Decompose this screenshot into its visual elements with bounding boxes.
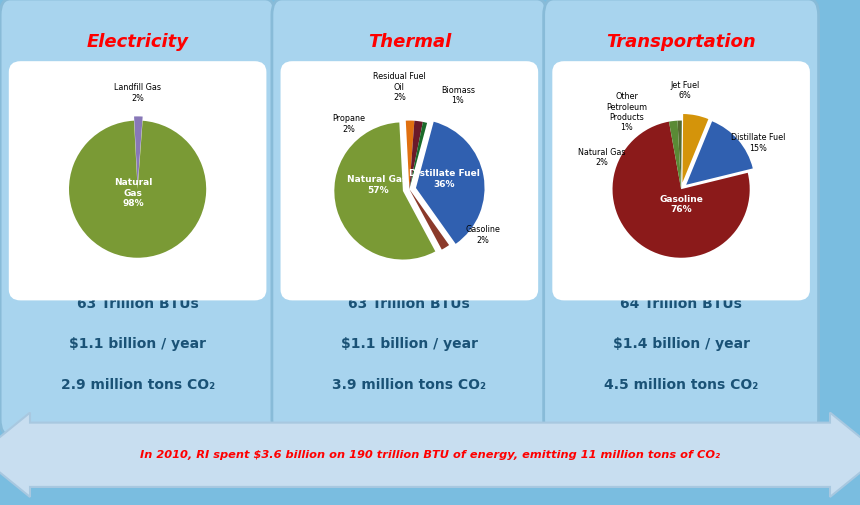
Wedge shape (669, 121, 681, 189)
Wedge shape (683, 114, 709, 183)
Text: Electricity: Electricity (87, 33, 188, 52)
Text: Propane
2%: Propane 2% (333, 114, 366, 134)
Text: Other
Petroleum
Products
1%: Other Petroleum Products 1% (606, 92, 648, 132)
Wedge shape (686, 121, 752, 185)
Text: Natural Gas
2%: Natural Gas 2% (578, 147, 625, 167)
Text: 4.5 million tons CO₂: 4.5 million tons CO₂ (604, 378, 759, 392)
FancyBboxPatch shape (9, 61, 267, 300)
Wedge shape (409, 189, 449, 249)
Text: Landfill Gas
2%: Landfill Gas 2% (114, 83, 161, 103)
Polygon shape (0, 413, 860, 497)
Text: $1.4 billion / year: $1.4 billion / year (612, 337, 750, 351)
Text: Jet Fuel
6%: Jet Fuel 6% (671, 81, 700, 100)
Text: Gasoline
2%: Gasoline 2% (465, 225, 501, 245)
Wedge shape (416, 122, 484, 244)
Wedge shape (335, 122, 435, 260)
Text: Natural Gas
57%: Natural Gas 57% (347, 175, 408, 194)
Text: Transportation: Transportation (606, 33, 756, 52)
Text: Residual Fuel
Oil
2%: Residual Fuel Oil 2% (373, 72, 426, 102)
Wedge shape (406, 121, 415, 189)
FancyBboxPatch shape (552, 61, 810, 300)
Wedge shape (409, 122, 427, 189)
Text: In 2010, RI spent $3.6 billion on 190 trillion BTU of energy, emitting 11 millio: In 2010, RI spent $3.6 billion on 190 tr… (140, 450, 720, 460)
FancyBboxPatch shape (544, 0, 819, 435)
Wedge shape (612, 122, 750, 258)
Text: 63 Trillion BTUs: 63 Trillion BTUs (77, 297, 199, 311)
Text: 64 Trillion BTUs: 64 Trillion BTUs (620, 297, 742, 311)
Wedge shape (409, 121, 423, 189)
Text: 3.9 million tons CO₂: 3.9 million tons CO₂ (332, 378, 487, 392)
FancyBboxPatch shape (280, 61, 538, 300)
Text: $1.1 billion / year: $1.1 billion / year (69, 337, 206, 351)
FancyBboxPatch shape (0, 0, 275, 435)
Text: $1.1 billion / year: $1.1 billion / year (341, 337, 478, 351)
Wedge shape (69, 121, 206, 258)
Text: Thermal: Thermal (368, 33, 451, 52)
Text: 63 Trillion BTUs: 63 Trillion BTUs (348, 297, 470, 311)
Wedge shape (678, 121, 682, 189)
Text: Natural
Gas
98%: Natural Gas 98% (114, 178, 152, 208)
Text: Distillate Fuel
36%: Distillate Fuel 36% (409, 169, 480, 189)
Text: Distillate Fuel
15%: Distillate Fuel 15% (731, 133, 785, 153)
Text: Biomass
1%: Biomass 1% (441, 86, 475, 105)
Text: 2.9 million tons CO₂: 2.9 million tons CO₂ (60, 378, 215, 392)
FancyBboxPatch shape (272, 0, 547, 435)
Text: Gasoline
76%: Gasoline 76% (659, 194, 703, 214)
Wedge shape (134, 116, 143, 185)
